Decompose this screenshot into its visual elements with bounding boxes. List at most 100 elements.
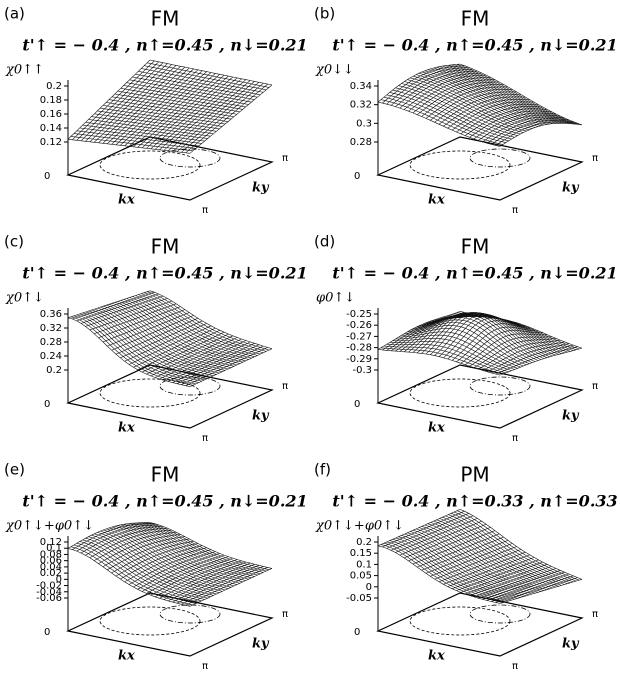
z-tick-label: 0.06 bbox=[40, 556, 62, 567]
origin-label: 0 bbox=[354, 399, 360, 410]
surface-mesh bbox=[430, 68, 553, 124]
surface-mesh bbox=[456, 326, 539, 363]
contour bbox=[409, 606, 511, 636]
surface-mesh bbox=[442, 516, 565, 585]
surface-mesh bbox=[482, 116, 565, 143]
surface-mesh bbox=[111, 303, 234, 367]
surface-mesh bbox=[146, 75, 229, 149]
surface-mesh bbox=[453, 511, 577, 582]
z-tick-label: -0.28 bbox=[346, 343, 372, 354]
panel-title: FM bbox=[461, 7, 490, 31]
surface-mesh bbox=[144, 292, 267, 352]
surface-mesh bbox=[460, 330, 543, 364]
z-label: φ0↑↓ bbox=[316, 291, 355, 306]
z-tick-label: 0 bbox=[366, 582, 372, 593]
kx-label: kx bbox=[428, 193, 445, 208]
z-tick-label: 0.1 bbox=[356, 559, 372, 570]
surface-mesh bbox=[168, 562, 251, 602]
panel-title: PM bbox=[460, 463, 489, 487]
surface-mesh bbox=[138, 522, 261, 575]
surface-mesh bbox=[445, 65, 568, 124]
surface-mesh bbox=[482, 341, 565, 371]
panel-title: FM bbox=[151, 463, 180, 487]
z-tick-label: 0.2 bbox=[356, 537, 372, 548]
z-tick-label: 0.2 bbox=[46, 365, 62, 376]
pi-y-label: π bbox=[282, 609, 288, 620]
surface-mesh bbox=[147, 522, 270, 570]
surface-mesh bbox=[150, 335, 233, 377]
surface-mesh bbox=[141, 331, 225, 373]
surface-mesh bbox=[137, 74, 220, 148]
surface-mesh bbox=[135, 73, 258, 98]
ky-label: ky bbox=[562, 181, 580, 196]
surface-mesh bbox=[138, 294, 261, 355]
z-tick-label: 0.12 bbox=[40, 137, 62, 148]
surface-mesh bbox=[418, 72, 542, 126]
panel: (c) FM t'↑ = − 0.4 , n↑=0.45 , n↓=0.21 χ0↑↓… bbox=[4, 233, 308, 445]
surface-mesh bbox=[473, 568, 556, 598]
z-tick-label: -0.26 bbox=[346, 320, 372, 331]
z-tick-label: 0.18 bbox=[40, 95, 62, 106]
surface-mesh bbox=[454, 64, 577, 125]
surface-mesh bbox=[478, 570, 561, 599]
z-tick-label: 0.36 bbox=[40, 309, 62, 320]
surface-mesh bbox=[427, 523, 550, 590]
surface-mesh bbox=[132, 296, 255, 358]
surface-mesh bbox=[491, 344, 574, 374]
surface-mesh bbox=[459, 509, 583, 580]
surface-mesh bbox=[439, 518, 562, 586]
z-tick-label: 0.28 bbox=[350, 137, 372, 148]
surface-mesh bbox=[149, 290, 273, 349]
surface-mesh bbox=[111, 96, 234, 117]
surface-mesh bbox=[117, 301, 240, 364]
pi-x-label: π bbox=[512, 205, 518, 216]
panel-subtitle: t'↑ = − 0.4 , n↑=0.45 , n↓=0.21 bbox=[22, 492, 307, 511]
surface-mesh bbox=[138, 71, 261, 96]
surface-mesh bbox=[451, 101, 535, 131]
surface-mesh bbox=[189, 84, 273, 154]
surface-mesh bbox=[149, 522, 273, 569]
contour bbox=[409, 378, 511, 408]
surface-mesh bbox=[439, 66, 562, 124]
surface-mesh bbox=[433, 67, 556, 124]
surface-mesh bbox=[159, 560, 242, 599]
surface-mesh bbox=[478, 114, 561, 141]
surface-mesh bbox=[114, 93, 237, 115]
surface-mesh bbox=[495, 346, 578, 375]
surface-mesh bbox=[154, 559, 238, 598]
surface-mesh bbox=[167, 80, 251, 152]
surface-mesh bbox=[442, 65, 565, 124]
surface-mesh bbox=[459, 311, 583, 349]
panel: (f) PM t'↑ = − 0.4 , n↑=0.33 , n↑=0.33 χ0↑↓… bbox=[314, 461, 618, 673]
panel-subtitle: t'↑ = − 0.4 , n↑=0.45 , n↓=0.21 bbox=[22, 36, 307, 55]
surface-mesh bbox=[460, 561, 543, 593]
pi-x-label: π bbox=[202, 661, 208, 672]
z-tick-label: 0.28 bbox=[40, 337, 62, 348]
floor bbox=[376, 136, 584, 201]
surface-mesh bbox=[176, 565, 260, 604]
panel-subtitle: t'↑ = − 0.4 , n↑=0.45 , n↓=0.21 bbox=[22, 264, 307, 283]
floor bbox=[376, 592, 584, 657]
floor bbox=[66, 136, 274, 201]
origin-label: 0 bbox=[44, 399, 50, 410]
surface-mesh bbox=[154, 77, 238, 150]
z-tick-label: 0.2 bbox=[46, 81, 62, 92]
kx-label: kx bbox=[428, 649, 445, 664]
surface-mesh bbox=[456, 103, 539, 133]
surface-mesh bbox=[149, 59, 273, 86]
pi-y-label: π bbox=[592, 609, 598, 620]
z-tick-label: 0.16 bbox=[40, 109, 62, 120]
surface-mesh bbox=[454, 313, 577, 351]
contour bbox=[99, 606, 201, 636]
surface-mesh bbox=[421, 526, 544, 591]
surface-mesh bbox=[436, 66, 559, 124]
z-tick-label: 0.12 bbox=[40, 537, 62, 548]
contour bbox=[469, 604, 531, 624]
surface-mesh bbox=[499, 347, 583, 376]
z-tick-label: -0.3 bbox=[352, 365, 372, 376]
surface-mesh bbox=[176, 344, 260, 384]
surface-mesh bbox=[448, 65, 571, 124]
surface-mesh bbox=[491, 119, 574, 145]
surface-mesh bbox=[469, 566, 552, 596]
